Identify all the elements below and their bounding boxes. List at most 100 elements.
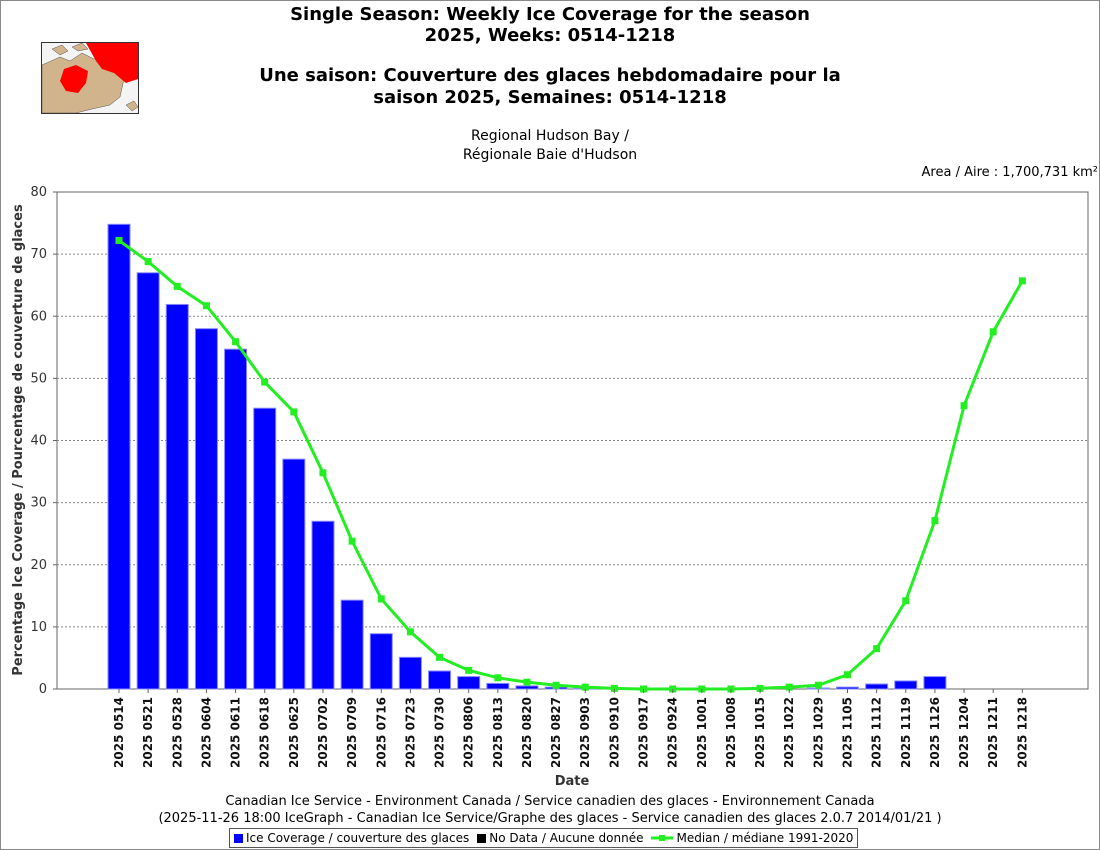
x-tick-label: 2025 0903 — [578, 697, 592, 768]
x-tick-label: 2025 0723 — [403, 697, 417, 768]
median-point — [173, 282, 181, 290]
chart-title-fr-line1: Une saison: Couverture des glaces hebdom… — [259, 65, 841, 86]
median-point — [931, 517, 939, 525]
x-tick-label: 2025 0917 — [637, 697, 651, 768]
median-point — [436, 653, 444, 661]
median-point — [290, 408, 298, 416]
legend-label-nodata: No Data / Aucune donnée — [489, 831, 644, 845]
y-tick-label: 70 — [30, 247, 47, 262]
x-tick-label: 2025 0806 — [462, 697, 476, 768]
x-tick-label: 2025 1218 — [1015, 697, 1029, 768]
legend-swatch-median — [651, 835, 674, 841]
x-tick-label: 2025 0820 — [520, 697, 534, 768]
median-point — [581, 683, 589, 691]
median-point — [902, 597, 910, 605]
legend-item-median: Median / médiane 1991-2020 — [651, 831, 853, 845]
median-point — [261, 378, 269, 386]
median-point — [523, 678, 531, 686]
x-tick-label: 2025 0827 — [549, 697, 563, 768]
x-tick-label: 2025 0611 — [229, 697, 243, 768]
x-tick-label: 2025 1001 — [695, 697, 709, 768]
median-point — [756, 684, 764, 692]
legend-swatch-nodata — [477, 833, 487, 843]
x-tick-label: 2025 0514 — [112, 697, 126, 768]
x-tick-label: 2025 0702 — [316, 697, 330, 768]
median-point — [844, 671, 851, 679]
x-tick-label: 2025 0521 — [141, 697, 155, 768]
median-point — [202, 302, 210, 310]
legend-label-ice: Ice Coverage / couverture des glaces — [246, 831, 470, 845]
ice-coverage-bar — [894, 680, 918, 690]
x-tick-label: 2025 0924 — [666, 697, 680, 768]
median-point — [960, 402, 968, 410]
median-point — [144, 258, 152, 266]
chart-title-en-line1: Single Season: Weekly Ice Coverage for t… — [290, 4, 810, 25]
x-tick-label: 2025 1029 — [811, 697, 825, 768]
median-point — [232, 338, 240, 346]
ice-coverage-bar — [165, 303, 189, 690]
legend-swatch-ice — [234, 833, 243, 843]
x-tick-label: 2025 1105 — [841, 697, 855, 768]
x-tick-label: 2025 0813 — [491, 697, 505, 768]
median-point — [552, 681, 560, 689]
ice-coverage-bar — [865, 683, 889, 690]
region-label-en: Regional Hudson Bay / — [471, 128, 629, 144]
x-tick-label: 2025 0618 — [258, 697, 272, 768]
median-point — [377, 595, 385, 603]
ice-coverage-bar — [369, 633, 393, 690]
y-axis-label: Percentage Ice Coverage / Pourcentage de… — [11, 204, 26, 676]
y-tick-label: 80 — [30, 185, 47, 200]
ice-coverage-bar — [340, 599, 364, 690]
median-point — [406, 628, 414, 636]
ice-coverage-bar — [253, 407, 277, 690]
x-tick-label: 2025 0528 — [170, 697, 184, 768]
credit-line-2: (2025-11-26 18:00 IceGraph - Canadian Ic… — [158, 811, 942, 826]
chart-plot: 0 10 20 30 40 50 60 70 80 2025 0514 2025 0521 2025… — [11, 185, 1089, 789]
ice-coverage-bar — [515, 685, 539, 690]
chart-title-en-line2: 2025, Weeks: 0514-1218 — [424, 25, 676, 46]
y-tick-label: 50 — [30, 371, 47, 386]
credit-line-1: Canadian Ice Service - Environment Canad… — [225, 794, 875, 809]
ice-coverage-bar — [428, 670, 452, 690]
x-tick-label: 2025 1015 — [753, 697, 767, 768]
median-point — [494, 674, 502, 682]
ice-coverage-bar — [224, 348, 248, 690]
legend-label-median: Median / médiane 1991-2020 — [676, 831, 854, 845]
area-label: Area / Aire : 1,700,731 km² — [921, 165, 1098, 180]
median-point — [115, 236, 123, 244]
ice-coverage-bar — [194, 328, 218, 690]
x-tick-label: 2025 0604 — [199, 697, 213, 768]
x-tick-label: 2025 0730 — [433, 697, 447, 768]
median-point — [319, 469, 327, 477]
ice-coverage-bar — [136, 272, 160, 690]
median-point — [989, 328, 997, 336]
ice-coverage-bar — [282, 458, 306, 690]
x-tick-label: 2025 1204 — [957, 697, 971, 768]
ice-coverage-bar — [398, 656, 422, 690]
region-map-icon — [41, 42, 139, 114]
legend-item-ice: Ice Coverage / couverture des glaces — [234, 831, 469, 845]
x-tick-label: 2025 1126 — [928, 697, 942, 768]
y-tick-label: 20 — [30, 558, 47, 573]
x-tick-label: 2025 0709 — [345, 697, 359, 768]
ice-coverage-bar — [486, 682, 510, 690]
y-tick-label: 0 — [39, 682, 47, 697]
x-tick-label: 2025 1008 — [724, 697, 738, 768]
median-point — [465, 666, 473, 674]
x-tick-label: 2025 0716 — [374, 697, 388, 768]
x-tick-label: 2025 1211 — [986, 697, 1000, 768]
y-tick-label: 10 — [30, 620, 47, 635]
x-axis-label: Date — [555, 774, 590, 789]
ice-coverage-bar — [311, 520, 335, 690]
legend-item-nodata: No Data / Aucune donnée — [477, 831, 643, 845]
x-tick-label: 2025 0625 — [287, 697, 301, 768]
y-tick-label: 60 — [30, 309, 47, 324]
x-tick-label: 2025 1022 — [782, 697, 796, 768]
median-point — [1018, 277, 1026, 285]
x-tick-label: 2025 0910 — [607, 697, 621, 768]
ice-coverage-bar — [457, 676, 481, 690]
ice-coverage-bar — [836, 686, 859, 690]
chart-legend: Ice Coverage / couverture des glaces No … — [229, 828, 859, 848]
median-point — [814, 681, 822, 689]
ice-coverage-bar — [923, 676, 947, 690]
